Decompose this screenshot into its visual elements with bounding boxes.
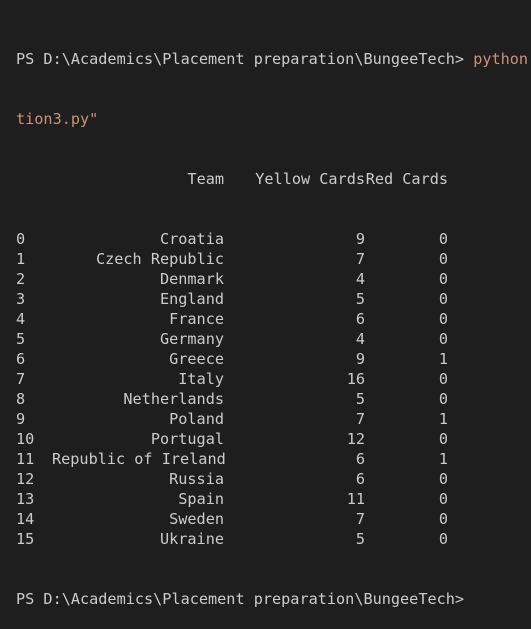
row-red-cards: 0 <box>438 250 448 268</box>
table-row: 12 Russia 6 0 <box>16 469 531 489</box>
red-cards-header: Red Cards <box>365 170 448 188</box>
row-index: 14 <box>16 510 35 528</box>
yellow-cards-header: Yellow Cards <box>255 170 365 188</box>
table-row: 5 Germany 4 0 <box>16 329 531 349</box>
row-index: 10 <box>16 430 35 448</box>
row-yellow-cards: 5 <box>355 530 365 548</box>
row-index: 2 <box>16 270 26 288</box>
row-index: 12 <box>16 470 35 488</box>
final-prompt-text: PS D:\Academics\Placement preparation\Bu… <box>16 590 465 608</box>
row-red-cards: 0 <box>438 390 448 408</box>
row-team: Portugal <box>150 430 224 448</box>
row-yellow-cards: 5 <box>355 390 365 408</box>
table-row: 10 Portugal 12 0 <box>16 429 531 449</box>
row-team: Germany <box>159 330 224 348</box>
table-row: 3 England 5 0 <box>16 289 531 309</box>
row-red-cards: 0 <box>438 470 448 488</box>
table-row: 15 Ukraine 5 0 <box>16 529 531 549</box>
row-red-cards: 1 <box>438 410 448 428</box>
row-index: 9 <box>16 410 26 428</box>
row-team: Russia <box>169 470 224 488</box>
table-row: 1 Czech Republic 7 0 <box>16 249 531 269</box>
row-team: Netherlands <box>123 390 224 408</box>
row-yellow-cards: 7 <box>355 250 365 268</box>
row-red-cards: 0 <box>438 330 448 348</box>
row-yellow-cards: 9 <box>355 230 365 248</box>
row-red-cards: 0 <box>438 430 448 448</box>
row-index: 3 <box>16 290 26 308</box>
terminal-output[interactable]: PS D:\Academics\Placement preparation\Bu… <box>0 0 531 608</box>
row-team: England <box>159 290 224 308</box>
table-row: 4 France 6 0 <box>16 309 531 329</box>
row-red-cards: 0 <box>438 510 448 528</box>
row-index: 6 <box>16 350 26 368</box>
row-index: 4 <box>16 310 26 328</box>
row-team: Poland <box>169 410 224 428</box>
team-header: Team <box>187 170 224 188</box>
final-prompt-line: PS D:\Academics\Placement preparation\Bu… <box>16 589 531 609</box>
row-team: Czech Republic <box>95 250 224 268</box>
row-team: Croatia <box>159 230 224 248</box>
command-text-wrap: tion3.py" <box>16 110 99 128</box>
row-yellow-cards: 7 <box>355 410 365 428</box>
row-red-cards: 0 <box>438 530 448 548</box>
row-yellow-cards: 6 <box>355 470 365 488</box>
row-team: Denmark <box>159 270 224 288</box>
row-yellow-cards: 6 <box>355 450 365 468</box>
table-row: 0 Croatia 9 0 <box>16 229 531 249</box>
row-yellow-cards: 4 <box>355 270 365 288</box>
row-index: 5 <box>16 330 26 348</box>
row-yellow-cards: 9 <box>355 350 365 368</box>
row-red-cards: 0 <box>438 230 448 248</box>
row-team: Greece <box>169 350 224 368</box>
prompt-text: PS D:\Academics\Placement preparation\Bu… <box>16 50 474 68</box>
row-red-cards: 0 <box>438 290 448 308</box>
table-row: 14 Sweden 7 0 <box>16 509 531 529</box>
row-red-cards: 0 <box>438 270 448 288</box>
table-row: 8 Netherlands 5 0 <box>16 389 531 409</box>
row-index: 0 <box>16 230 26 248</box>
row-index: 11 <box>16 450 35 468</box>
row-yellow-cards: 11 <box>346 490 365 508</box>
table-row: 6 Greece 9 1 <box>16 349 531 369</box>
command-line: PS D:\Academics\Placement preparation\Bu… <box>16 49 531 69</box>
table-header: Team Yellow CardsRed Cards <box>16 169 531 189</box>
row-team: Spain <box>178 490 224 508</box>
row-yellow-cards: 12 <box>346 430 365 448</box>
table-row: 11 Republic of Ireland 6 1 <box>16 449 531 469</box>
table-body: 0 Croatia 9 0 1 Czech Republic 7 0 2 Denmark 4 0 3 En… <box>16 229 531 549</box>
row-yellow-cards: 16 <box>346 370 365 388</box>
row-red-cards: 1 <box>438 350 448 368</box>
row-index: 7 <box>16 370 26 388</box>
row-yellow-cards: 4 <box>355 330 365 348</box>
row-team: Italy <box>178 370 224 388</box>
row-index: 8 <box>16 390 26 408</box>
row-index: 13 <box>16 490 35 508</box>
table-row: 13 Spain 11 0 <box>16 489 531 509</box>
row-yellow-cards: 7 <box>355 510 365 528</box>
row-red-cards: 0 <box>438 310 448 328</box>
row-team: France <box>169 310 224 328</box>
table-row: 9 Poland 7 1 <box>16 409 531 429</box>
row-yellow-cards: 5 <box>355 290 365 308</box>
row-red-cards: 0 <box>438 490 448 508</box>
row-red-cards: 0 <box>438 370 448 388</box>
table-row: 2 Denmark 4 0 <box>16 269 531 289</box>
row-red-cards: 1 <box>438 450 448 468</box>
row-team: Sweden <box>169 510 224 528</box>
row-index: 15 <box>16 530 35 548</box>
row-index: 1 <box>16 250 26 268</box>
row-team: Ukraine <box>159 530 224 548</box>
row-yellow-cards: 6 <box>355 310 365 328</box>
command-line-wrap: tion3.py" <box>16 109 531 129</box>
command-text: python <box>473 50 529 68</box>
table-row: 7 Italy 16 0 <box>16 369 531 389</box>
row-team: Republic of Ireland <box>52 450 226 468</box>
